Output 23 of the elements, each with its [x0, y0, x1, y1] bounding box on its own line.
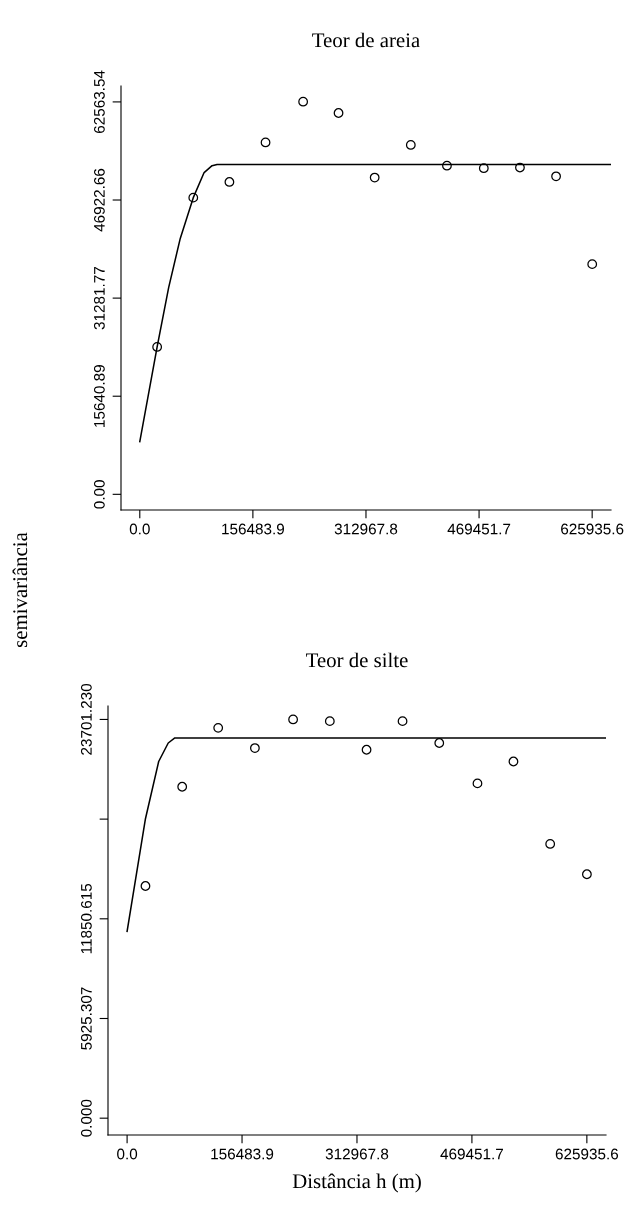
- chart-title: Teor de areia: [312, 32, 420, 48]
- x-tick-label: 625935.6: [561, 523, 624, 535]
- y-tick-label: 0.000: [80, 1099, 92, 1137]
- chart-title: Teor de silte: [306, 652, 408, 668]
- y-tick-label: 46922.66: [93, 168, 105, 232]
- x-tick-label: 156483.9: [222, 523, 285, 535]
- y-tick-label: 62563.54: [93, 70, 105, 133]
- y-tick-label: 15640.89: [93, 365, 105, 427]
- y-tick-label: 11850.615: [80, 883, 92, 954]
- x-tick-label: 156483.9: [211, 1148, 274, 1160]
- y-tick-label: 23701.230: [80, 683, 92, 755]
- x-tick-label: 0.0: [129, 523, 150, 535]
- x-tick-label: 312967.8: [325, 1148, 389, 1160]
- y-tick-label: 0.00: [93, 480, 105, 509]
- x-tick-label: 469451.7: [447, 523, 511, 535]
- x-tick-label: 312967.8: [334, 523, 398, 535]
- y-axis-title: semivariância: [12, 532, 28, 647]
- x-tick-label: 625935.6: [555, 1148, 619, 1160]
- x-axis-title: Distância h (m): [292, 1173, 421, 1193]
- y-tick-label: 5925.307: [80, 987, 92, 1050]
- x-tick-label: 0.0: [117, 1148, 138, 1160]
- y-tick-label: 31281.77: [93, 267, 105, 330]
- x-tick-label: 469451.7: [440, 1148, 504, 1160]
